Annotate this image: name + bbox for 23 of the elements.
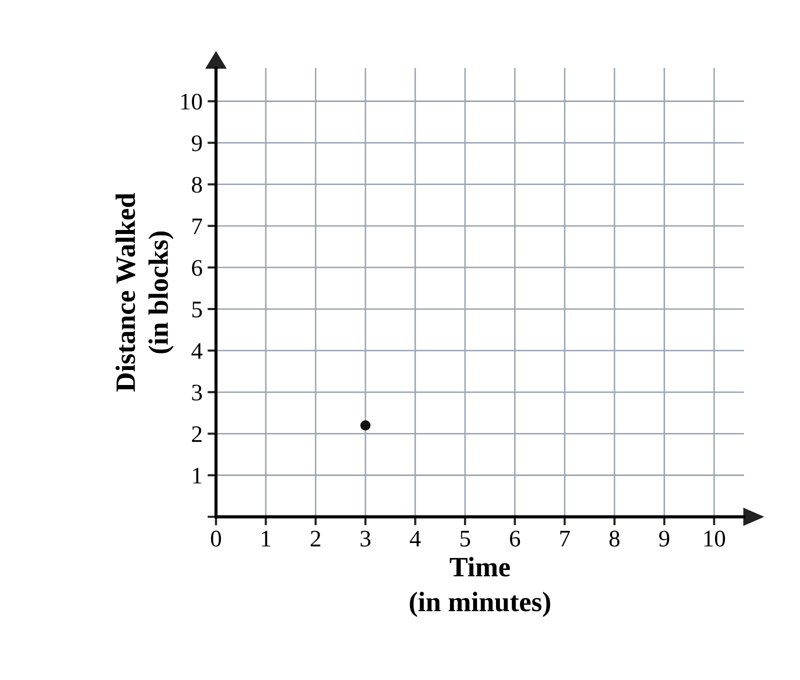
- x-tick-label: 4: [410, 530, 421, 546]
- x-tick-label: 9: [659, 530, 670, 547]
- y-tick-label: 7: [192, 218, 202, 234]
- x-tick-label: 1: [262, 530, 270, 546]
- y-tick-label: 6: [192, 260, 202, 276]
- y-tick-label: 9: [192, 135, 202, 152]
- y-axis-title: Distance Walked (in blocks): [116, 193, 174, 392]
- x-tick-label: 7: [560, 530, 570, 546]
- y-tick-label: 4: [191, 343, 202, 359]
- y-tick-label: 10: [181, 94, 202, 110]
- x-axis-title: Time (in minutes): [410, 556, 550, 617]
- y-tick-label: 1: [193, 468, 202, 484]
- y-tick-label: 3: [192, 384, 202, 401]
- x-tick-label: 5: [460, 530, 470, 547]
- x-tick-label: 6: [510, 530, 520, 547]
- x-tick-label: 10: [704, 530, 726, 547]
- y-tick-label: 2: [192, 426, 202, 442]
- x-tick-label: 2: [310, 530, 320, 546]
- x-tick-label: 8: [609, 530, 620, 547]
- y-tick-label: 8: [192, 176, 202, 193]
- x-tick-label: 0: [210, 530, 222, 547]
- y-tick-label: 5: [192, 302, 202, 318]
- x-tick-label: 3: [360, 530, 370, 547]
